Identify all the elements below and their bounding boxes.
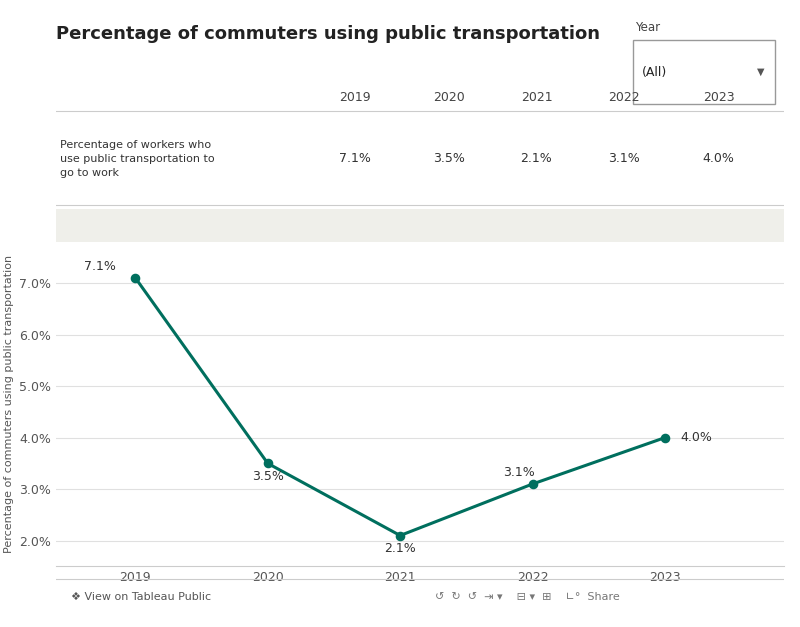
Text: ❖ View on Tableau Public: ❖ View on Tableau Public	[70, 592, 210, 602]
Text: 3.1%: 3.1%	[608, 152, 640, 165]
Point	[526, 479, 539, 489]
Y-axis label: Percentage of commuters using public transportation: Percentage of commuters using public tra…	[3, 255, 14, 553]
Text: ▼: ▼	[757, 67, 764, 77]
FancyBboxPatch shape	[634, 40, 775, 104]
Text: 7.1%: 7.1%	[84, 260, 115, 273]
Point	[262, 458, 274, 468]
Text: 2.1%: 2.1%	[384, 542, 416, 555]
Text: 4.0%: 4.0%	[702, 152, 734, 165]
Text: 2022: 2022	[608, 92, 640, 104]
Text: 2021: 2021	[521, 92, 552, 104]
FancyBboxPatch shape	[56, 209, 784, 307]
Text: Percentage of workers who
use public transportation to
go to work: Percentage of workers who use public tra…	[60, 140, 214, 177]
Text: 3.59M: 3.59M	[430, 250, 468, 262]
Text: 3.72M: 3.72M	[335, 250, 374, 262]
Text: 2019: 2019	[338, 92, 370, 104]
Point	[658, 433, 671, 443]
Text: 3.5%: 3.5%	[433, 152, 465, 165]
Text: 2023: 2023	[702, 92, 734, 104]
Text: 3.5%: 3.5%	[252, 470, 284, 483]
Text: 3.86M: 3.86M	[699, 250, 738, 262]
Text: 4.0%: 4.0%	[681, 431, 713, 444]
Text: 3.1%: 3.1%	[503, 466, 535, 479]
Text: (All): (All)	[642, 66, 667, 78]
Text: 2020: 2020	[434, 92, 465, 104]
Text: Estimated workers 16
years or older: Estimated workers 16 years or older	[60, 244, 181, 268]
Text: ↺  ↻  ↺  ⇥ ▾    ⊟ ▾  ⊞    ∟°  Share: ↺ ↻ ↺ ⇥ ▾ ⊟ ▾ ⊞ ∟° Share	[434, 592, 619, 602]
Text: 2.1%: 2.1%	[521, 152, 552, 165]
FancyBboxPatch shape	[56, 115, 784, 203]
Point	[129, 273, 142, 283]
Text: 3.67M: 3.67M	[518, 250, 556, 262]
Text: 3.84M: 3.84M	[605, 250, 643, 262]
Text: Year: Year	[634, 21, 660, 34]
Text: Percentage of commuters using public transportation: Percentage of commuters using public tra…	[56, 25, 600, 43]
Point	[394, 530, 406, 540]
Text: 7.1%: 7.1%	[338, 152, 370, 165]
